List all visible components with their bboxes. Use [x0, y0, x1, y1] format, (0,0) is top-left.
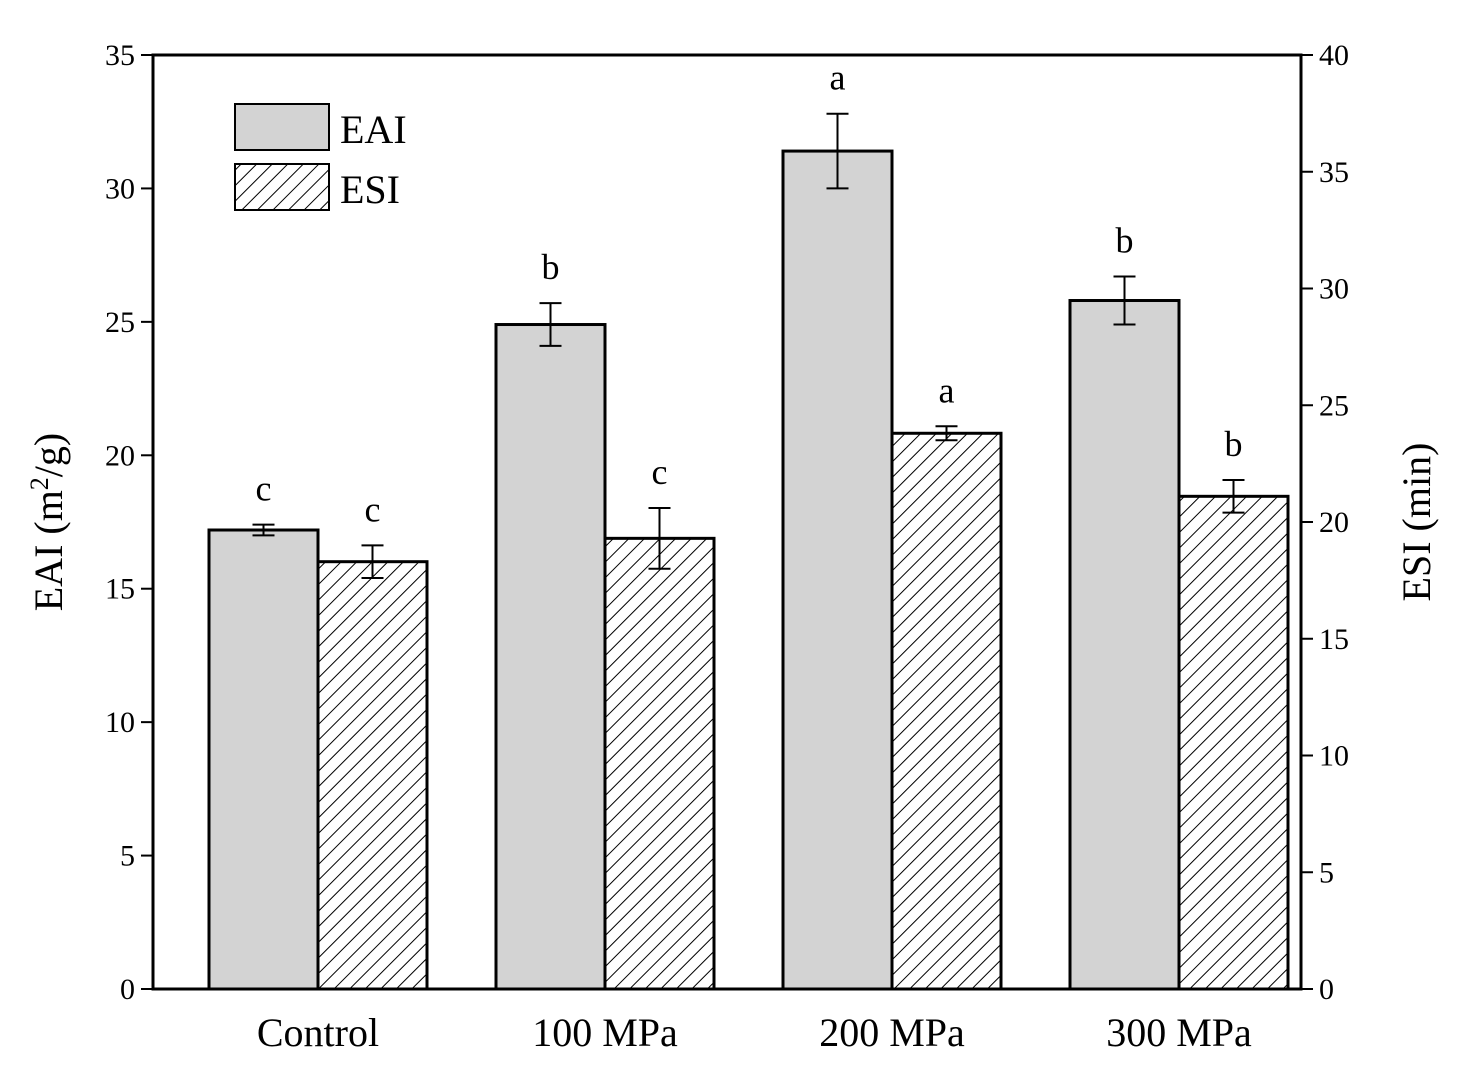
significance-label-eai-100-mpa: b — [542, 247, 560, 287]
category-label-300-mpa: 300 MPa — [1106, 1010, 1252, 1055]
significance-label-esi-control: c — [365, 489, 381, 529]
left-tick-label: 20 — [105, 439, 135, 472]
left-tick-label: 10 — [105, 706, 135, 739]
significance-labels-group: c c b c a a b b — [256, 58, 1243, 530]
right-tick-label: 5 — [1319, 856, 1334, 889]
category-label-control: Control — [257, 1010, 379, 1055]
bars-group — [207, 149, 1290, 991]
significance-label-esi-100-mpa: c — [652, 452, 668, 492]
category-label-200-mpa: 200 MPa — [819, 1010, 965, 1055]
category-label-100-mpa: 100 MPa — [532, 1010, 678, 1055]
left-axis-ticks: 0 5 10 15 20 25 30 35 — [105, 39, 153, 1006]
plot-frame — [151, 53, 1303, 991]
right-tick-label: 35 — [1319, 156, 1349, 189]
category-labels-group: Control 100 MPa 200 MPa 300 MPa — [257, 1010, 1252, 1055]
left-tick-label: 30 — [105, 172, 135, 205]
bar-esi-200-mpa — [890, 431, 1003, 991]
bar-eai-300-mpa — [1068, 299, 1181, 991]
significance-label-esi-300-mpa: b — [1225, 424, 1243, 464]
left-axis-title: EAI (m2/g) — [25, 433, 71, 612]
left-tick-label: 5 — [120, 840, 135, 873]
right-axis-title: ESI (min) — [1394, 443, 1439, 602]
legend-label-eai: EAI — [340, 107, 407, 152]
left-tick-label: 35 — [105, 39, 135, 72]
legend: EAI ESI — [234, 103, 407, 212]
right-axis-ticks: 0 5 10 15 20 25 30 35 40 — [1301, 39, 1349, 1006]
right-tick-label: 15 — [1319, 623, 1349, 656]
bar-esi-300-mpa — [1177, 494, 1290, 991]
legend-label-esi: ESI — [340, 167, 400, 212]
error-bars-group — [252, 112, 1245, 580]
bar-esi-100-mpa — [603, 536, 716, 991]
right-tick-label: 0 — [1319, 973, 1334, 1006]
bar-eai-200-mpa — [781, 149, 894, 991]
right-tick-label: 25 — [1319, 389, 1349, 422]
bar-eai-control — [207, 528, 320, 991]
left-tick-label: 25 — [105, 306, 135, 339]
right-tick-label: 10 — [1319, 740, 1349, 773]
significance-label-eai-300-mpa: b — [1116, 220, 1134, 260]
bar-eai-100-mpa — [494, 323, 607, 991]
significance-label-eai-200-mpa: a — [830, 58, 846, 98]
significance-label-esi-200-mpa: a — [939, 370, 955, 410]
left-tick-label: 0 — [120, 973, 135, 1006]
legend-swatch-esi — [234, 163, 330, 211]
left-tick-label: 15 — [105, 573, 135, 606]
bar-esi-control — [316, 560, 429, 991]
right-tick-label: 20 — [1319, 506, 1349, 539]
significance-label-eai-control: c — [256, 469, 272, 509]
right-tick-label: 40 — [1319, 39, 1349, 72]
legend-swatch-eai — [234, 103, 330, 151]
right-tick-label: 30 — [1319, 273, 1349, 306]
